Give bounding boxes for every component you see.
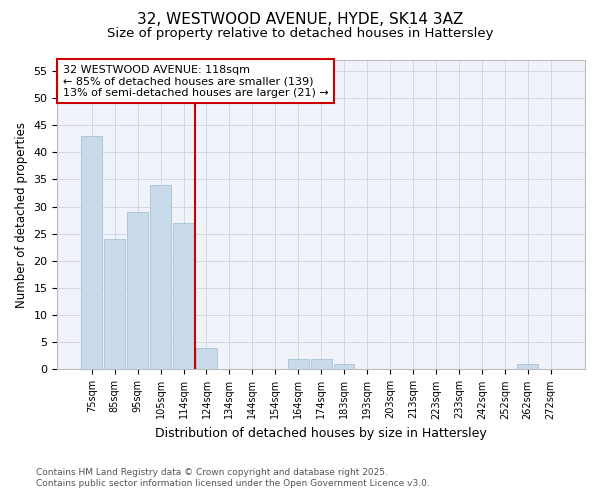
Text: Contains HM Land Registry data © Crown copyright and database right 2025.
Contai: Contains HM Land Registry data © Crown c…	[36, 468, 430, 487]
Bar	[127, 212, 148, 370]
Bar	[196, 348, 217, 370]
Bar	[288, 358, 308, 370]
X-axis label: Distribution of detached houses by size in Hattersley: Distribution of detached houses by size …	[155, 427, 487, 440]
Text: Size of property relative to detached houses in Hattersley: Size of property relative to detached ho…	[107, 28, 493, 40]
Bar	[517, 364, 538, 370]
Text: 32, WESTWOOD AVENUE, HYDE, SK14 3AZ: 32, WESTWOOD AVENUE, HYDE, SK14 3AZ	[137, 12, 463, 28]
Bar	[334, 364, 355, 370]
Bar	[82, 136, 102, 370]
Bar	[311, 358, 332, 370]
Bar	[150, 185, 171, 370]
Y-axis label: Number of detached properties: Number of detached properties	[15, 122, 28, 308]
Bar	[104, 239, 125, 370]
Bar	[173, 223, 194, 370]
Text: 32 WESTWOOD AVENUE: 118sqm
← 85% of detached houses are smaller (139)
13% of sem: 32 WESTWOOD AVENUE: 118sqm ← 85% of deta…	[62, 64, 328, 98]
